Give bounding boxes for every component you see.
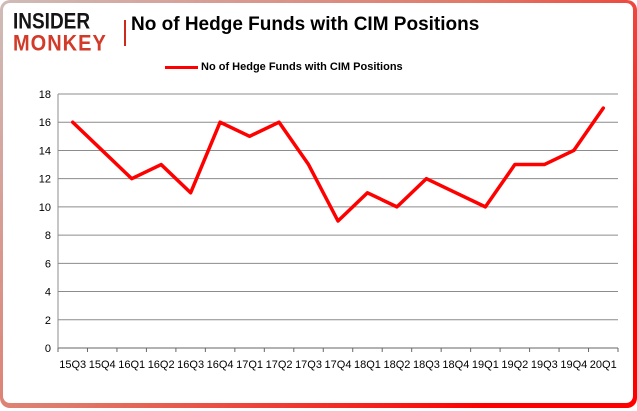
x-axis-tick-label: 16Q1 — [118, 359, 145, 371]
y-axis-tick-label: 10 — [39, 202, 51, 214]
legend-line-swatch — [165, 65, 198, 69]
x-axis-tick-label: 18Q2 — [383, 359, 410, 371]
chart-title: No of Hedge Funds with CIM Positions — [131, 14, 480, 35]
x-axis-tick-label: 18Q3 — [413, 359, 440, 371]
chart-card: INSIDER MONKEY No of Hedge Funds with CI… — [3, 3, 633, 403]
x-axis-tick-label: 20Q1 — [590, 359, 617, 371]
series-line-hedge-funds — [70, 106, 606, 223]
x-axis-tick-label: 17Q1 — [236, 359, 263, 371]
x-axis-tick-label: 17Q3 — [295, 359, 322, 371]
x-axis-tick-label: 17Q4 — [325, 359, 352, 371]
x-axis-tick-label: 16Q4 — [207, 359, 234, 371]
x-axis-tick-label: 18Q1 — [354, 359, 381, 371]
y-axis-tick-label: 6 — [45, 258, 51, 270]
y-axis-tick-label: 8 — [45, 230, 51, 242]
x-axis-tick-label: 16Q2 — [148, 359, 175, 371]
logo-text-insider: INSIDER — [13, 9, 91, 34]
x-axis-tick-label: 18Q4 — [442, 359, 469, 371]
logo-divider — [124, 20, 126, 46]
x-axis-tick-label: 19Q1 — [472, 359, 499, 371]
x-axis-tick-label: 15Q4 — [89, 359, 116, 371]
x-axis-tick-label: 16Q3 — [177, 359, 204, 371]
y-axis-tick-label: 4 — [45, 287, 51, 299]
insider-monkey-logo: INSIDER MONKEY — [13, 9, 107, 57]
y-axis-tick-label: 14 — [39, 145, 51, 157]
x-axis-tick-label: 19Q4 — [560, 359, 587, 371]
chart-legend: No of Hedge Funds with CIM Positions — [165, 61, 403, 73]
logo-text-monkey: MONKEY — [13, 31, 107, 57]
y-axis-tick-label: 16 — [39, 117, 51, 129]
legend-label: No of Hedge Funds with CIM Positions — [201, 61, 403, 73]
y-axis-tick-label: 12 — [39, 174, 51, 186]
x-axis-tick-label: 19Q3 — [531, 359, 558, 371]
y-axis-tick-label: 18 — [39, 89, 51, 101]
x-axis-tick-label: 19Q2 — [501, 359, 528, 371]
y-axis-tick-label: 0 — [45, 343, 51, 355]
x-axis-tick-label: 17Q2 — [266, 359, 293, 371]
x-axis-tick-label: 15Q3 — [59, 359, 86, 371]
y-axis-tick-label: 2 — [45, 315, 51, 327]
